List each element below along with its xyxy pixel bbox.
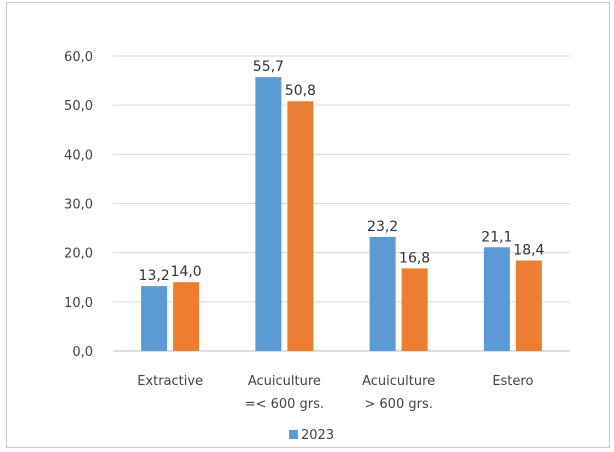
data-label: 13,2 — [139, 268, 170, 284]
data-label: 55,7 — [253, 59, 284, 75]
y-tick-label: 60,0 — [64, 50, 93, 65]
x-tick-label: Estero — [492, 374, 533, 389]
bar — [255, 77, 282, 352]
y-tick-label: 30,0 — [64, 198, 93, 213]
bar — [173, 282, 200, 351]
y-tick-label: 40,0 — [64, 148, 93, 163]
bar — [483, 247, 510, 351]
x-tick-label: =< 600 grs. — [245, 397, 324, 412]
data-label: 18,4 — [513, 243, 544, 259]
y-tick-label: 10,0 — [64, 296, 93, 311]
bar — [515, 260, 542, 351]
bar — [287, 101, 314, 351]
x-tick-label: Acuiculture — [362, 374, 435, 389]
x-tick-label: Acuiculture — [248, 374, 321, 389]
data-label: 21,1 — [481, 229, 512, 245]
data-label: 50,8 — [285, 83, 316, 99]
data-label: 23,2 — [367, 219, 398, 235]
x-tick-label: Extractive — [137, 374, 203, 389]
bar — [141, 286, 168, 351]
legend-label: 2023 — [301, 428, 334, 443]
data-label: 16,8 — [399, 250, 430, 266]
y-tick-label: 20,0 — [64, 247, 93, 262]
bar — [369, 236, 396, 351]
y-tick-label: 0,0 — [72, 345, 93, 360]
y-tick-label: 50,0 — [64, 99, 93, 114]
data-label: 14,0 — [171, 264, 202, 280]
legend-swatch — [289, 430, 298, 439]
bar — [401, 268, 428, 351]
x-tick-label: > 600 grs. — [364, 397, 432, 412]
